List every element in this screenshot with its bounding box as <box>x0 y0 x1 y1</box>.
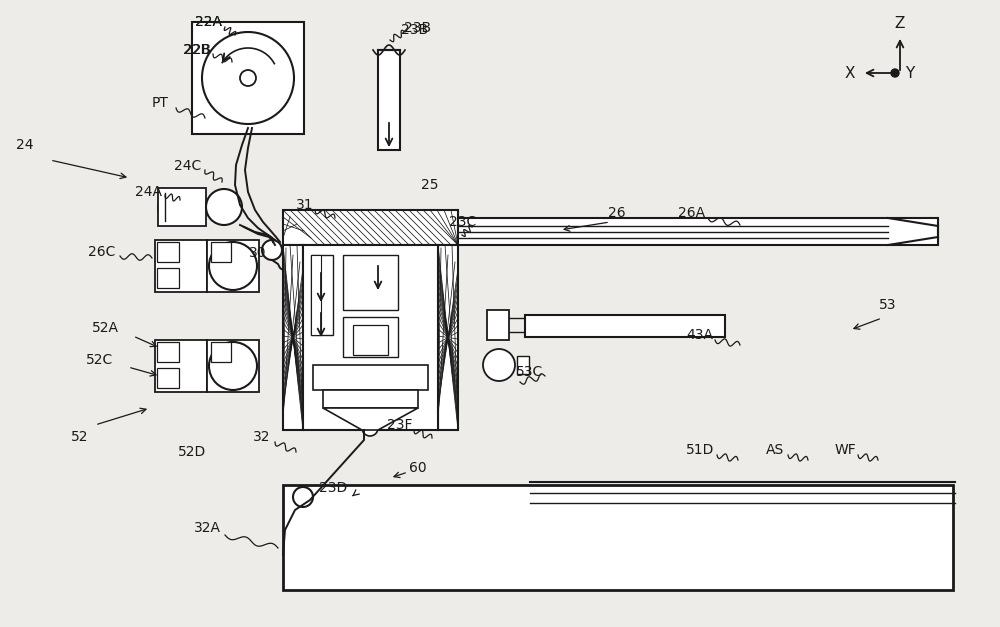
Circle shape <box>262 240 282 260</box>
Circle shape <box>202 32 294 124</box>
Text: 52: 52 <box>71 430 89 444</box>
Bar <box>353 325 388 355</box>
Bar <box>155 340 207 392</box>
Bar <box>438 245 458 430</box>
Circle shape <box>362 420 378 436</box>
Text: PT: PT <box>152 96 168 110</box>
Ellipse shape <box>158 193 172 221</box>
Circle shape <box>293 487 313 507</box>
Text: 26A: 26A <box>678 206 706 220</box>
Text: 31: 31 <box>296 198 314 212</box>
Text: 52A: 52A <box>92 321 119 335</box>
Bar <box>525 315 725 337</box>
Bar <box>458 218 938 245</box>
Bar <box>157 268 179 288</box>
Text: AS: AS <box>766 443 784 457</box>
Bar <box>487 310 509 340</box>
Bar <box>192 22 304 134</box>
Bar <box>207 340 259 392</box>
Text: 24A: 24A <box>134 185 162 199</box>
Text: 22B: 22B <box>184 43 212 57</box>
Text: Z: Z <box>895 16 905 31</box>
Text: 53: 53 <box>879 298 897 312</box>
Text: 23B: 23B <box>401 23 429 37</box>
Bar <box>283 245 303 430</box>
Bar <box>378 50 400 150</box>
Bar <box>343 317 398 357</box>
Bar <box>303 245 438 430</box>
Bar <box>517 356 529 374</box>
Bar <box>157 368 179 388</box>
Text: 23D: 23D <box>319 481 347 495</box>
Bar <box>158 188 206 226</box>
Text: 52D: 52D <box>178 445 206 459</box>
Bar <box>283 485 953 590</box>
Bar <box>207 240 259 292</box>
Bar <box>311 255 333 335</box>
Text: 23B: 23B <box>404 21 432 35</box>
Text: 24C: 24C <box>174 159 202 173</box>
Text: 43A: 43A <box>686 328 714 342</box>
Circle shape <box>240 70 256 86</box>
Circle shape <box>209 242 257 290</box>
Bar <box>155 240 207 292</box>
Text: 32A: 32A <box>194 521 220 535</box>
Polygon shape <box>323 408 418 430</box>
Text: 52C: 52C <box>86 353 114 367</box>
Bar <box>157 342 179 362</box>
Circle shape <box>483 349 515 381</box>
Text: 30: 30 <box>249 246 267 260</box>
Bar <box>211 342 231 362</box>
Text: 26: 26 <box>608 206 626 220</box>
Bar <box>311 255 321 335</box>
Text: 60: 60 <box>409 461 427 475</box>
Bar <box>323 390 418 408</box>
Bar <box>313 365 428 390</box>
Text: 32: 32 <box>253 430 271 444</box>
Text: X: X <box>845 65 855 80</box>
Bar <box>343 255 398 310</box>
Text: WF: WF <box>834 443 856 457</box>
Circle shape <box>206 189 242 225</box>
Text: 22B: 22B <box>183 43 211 57</box>
Text: 22A: 22A <box>194 15 222 29</box>
Text: 25: 25 <box>421 178 439 192</box>
Circle shape <box>891 69 899 77</box>
Text: 26C: 26C <box>88 245 116 259</box>
Text: 22A: 22A <box>194 15 222 29</box>
Bar <box>157 242 179 262</box>
Bar <box>283 210 458 245</box>
Text: 53C: 53C <box>516 365 544 379</box>
Text: 23F: 23F <box>387 418 413 432</box>
Text: 24: 24 <box>16 138 34 152</box>
Text: 51D: 51D <box>686 443 714 457</box>
Text: 23C: 23C <box>449 215 477 229</box>
Text: Y: Y <box>905 65 915 80</box>
Circle shape <box>209 342 257 390</box>
Bar <box>211 242 231 262</box>
